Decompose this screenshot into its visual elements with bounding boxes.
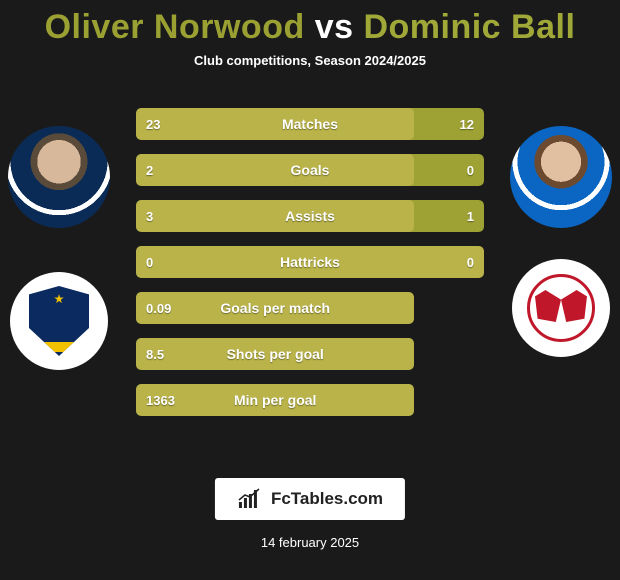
stat-row: Shots per goal8.5 [136,338,414,370]
stat-row: Min per goal1363 [136,384,414,416]
crest-band [37,342,81,352]
comparison-panel: Matches2312Goals20Assists31Hattricks00Go… [0,96,620,426]
stat-value-right: 1 [457,200,484,232]
player2-avatar [510,126,612,228]
stat-value-right: 0 [457,154,484,186]
page-title: Oliver Norwood vs Dominic Ball [0,0,620,47]
title-vs: vs [315,8,354,46]
footer-badge: FcTables.com [215,478,405,520]
stat-value-left: 3 [136,200,163,232]
stat-row: Goals per match0.09 [136,292,414,324]
stat-value-left: 0 [136,246,163,278]
player1-club-crest [10,272,108,370]
stat-label: Shots per goal [136,338,414,370]
stat-row: Goals2 0 [136,154,484,186]
title-player1: Oliver Norwood [45,8,305,46]
stat-row: Matches23 12 [136,108,484,140]
stat-value-left: 23 [136,108,170,140]
fctables-logo-icon [237,488,263,510]
stat-label: Goals [136,154,484,186]
player1-avatar [8,126,110,228]
stats-bars: Matches2312Goals20Assists31Hattricks00Go… [136,108,484,430]
subtitle: Club competitions, Season 2024/2025 [0,53,620,68]
stat-value-left: 1363 [136,384,185,416]
stat-value-right: 12 [450,108,484,140]
title-player2: Dominic Ball [363,8,575,46]
stat-label: Hattricks [136,246,484,278]
stat-value-left: 2 [136,154,163,186]
stat-value-left: 8.5 [136,338,174,370]
club-crest-shield-icon [29,286,89,356]
date-label: 14 february 2025 [261,535,359,550]
club-crest-dragon-icon [523,270,599,346]
stat-row: Assists3 1 [136,200,484,232]
stat-value-left: 0.09 [136,292,181,324]
stat-label: Assists [136,200,484,232]
stat-row: Hattricks0 0 [136,246,484,278]
footer-brand-label: FcTables.com [271,489,383,509]
stat-label: Matches [136,108,484,140]
player2-club-crest [512,259,610,357]
stat-value-right: 0 [457,246,484,278]
